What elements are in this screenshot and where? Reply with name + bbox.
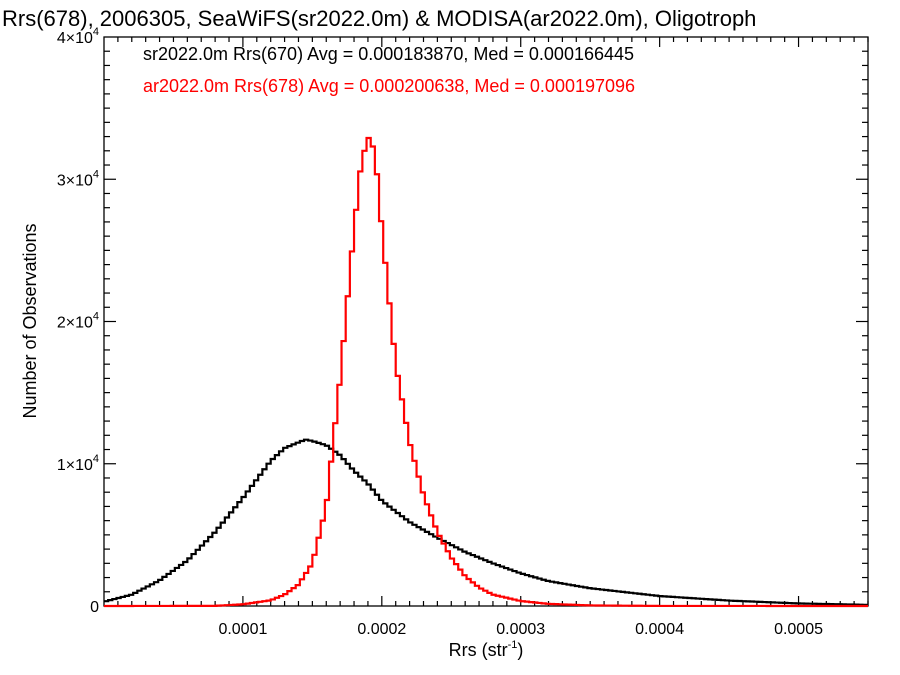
plot-frame [103, 36, 869, 607]
x-axis-label-sup: -1 [508, 639, 518, 651]
x-axis-label-main: Rrs (str [449, 640, 508, 660]
y-tick-labels: 0 1×104 2×104 3×104 4×104 [57, 26, 99, 616]
y-tick-label: 3×104 [57, 168, 99, 189]
series-line-seawifs [104, 438, 868, 606]
y-tick-label: 0 [90, 599, 99, 616]
series-layer [104, 136, 868, 608]
chart-title: Rrs(678), 2006305, SeaWiFS(sr2022.0m) & … [2, 6, 756, 31]
x-tick-labels: 0.0001 0.0002 0.0003 0.0004 0.0005 [218, 621, 823, 638]
x-tick-label: 0.0001 [218, 621, 267, 638]
x-tick-label: 0.0002 [357, 621, 406, 638]
y-tick-label: 2×104 [57, 311, 99, 332]
y-tick-label: 4×104 [57, 26, 99, 47]
annotation-seawifs: sr2022.0m Rrs(670) Avg = 0.000183870, Me… [143, 44, 634, 64]
x-tick-label: 0.0004 [635, 621, 684, 638]
y-tick-label: 1×104 [57, 453, 99, 474]
x-axis-label: Rrs (str-1) [449, 639, 524, 660]
y-axis-label: Number of Observations [20, 223, 40, 418]
annotation-modisa: ar2022.0m Rrs(678) Avg = 0.000200638, Me… [143, 76, 635, 96]
x-tick-label: 0.0005 [774, 621, 823, 638]
axis-ticks [104, 37, 869, 606]
x-axis-label-end: ) [517, 640, 523, 660]
series-line-modisa [104, 136, 868, 608]
x-tick-label: 0.0003 [496, 621, 545, 638]
